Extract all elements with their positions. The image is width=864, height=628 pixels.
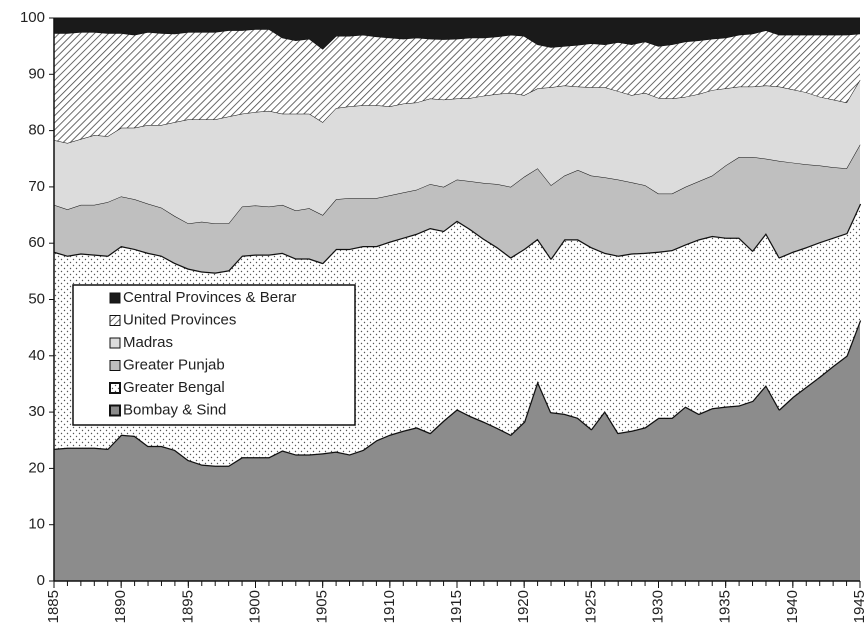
area	[54, 144, 860, 273]
legend-label: Madras	[123, 334, 173, 351]
y-tick-label: 10	[28, 516, 45, 533]
legend-label: Greater Bengal	[123, 379, 225, 396]
y-tick-label: 40	[28, 347, 45, 364]
area	[54, 29, 860, 143]
legend-swatch	[109, 404, 121, 417]
legend-swatch	[109, 360, 121, 371]
x-tick-label: 1910	[381, 590, 398, 623]
legend: Central Provinces & Berar United Province…	[72, 284, 356, 426]
x-tick-label: 1920	[515, 590, 532, 623]
x-tick-label: 1925	[582, 590, 599, 623]
x-tick-label: 1900	[246, 590, 263, 623]
y-tick-label: 50	[28, 290, 45, 307]
legend-box	[72, 284, 356, 426]
x-tick-label: 1885	[45, 590, 62, 623]
legend-swatch	[109, 292, 121, 304]
legend-label: Bombay & Sind	[123, 401, 226, 418]
y-tick-label: 70	[28, 178, 45, 195]
x-tick-label: 1930	[649, 590, 666, 623]
legend-label: United Provinces	[123, 311, 236, 328]
x-tick-label: 1905	[314, 590, 331, 623]
y-tick-label: 100	[20, 9, 45, 26]
y-tick-label: 90	[28, 65, 45, 82]
y-tick-label: 20	[28, 459, 45, 476]
y-tick-label: 60	[28, 234, 45, 251]
x-tick-label: 1895	[179, 590, 196, 623]
y-tick-label: 80	[28, 122, 45, 139]
area	[54, 320, 860, 581]
x-tick-label: 1890	[112, 590, 129, 623]
axes: 0 10 20 30 40 50 60 70 80 90 100 1885 1890 1895 1900 19…	[20, 9, 864, 623]
x-tick-label: 1935	[717, 590, 734, 623]
legend-label: Greater Punjab	[123, 356, 225, 373]
y-tick-label: 0	[37, 572, 45, 589]
area	[54, 79, 860, 224]
x-tick-label: 1940	[784, 590, 801, 623]
legend-swatch	[109, 382, 121, 394]
legend-swatch	[109, 315, 121, 326]
x-tick-label: 1915	[448, 590, 465, 623]
y-tick-label: 30	[28, 403, 45, 420]
legend-swatch	[109, 337, 121, 349]
area	[54, 18, 860, 49]
x-tick-label: 1945	[851, 590, 864, 623]
legend-label: Central Provinces & Berar	[123, 289, 296, 306]
